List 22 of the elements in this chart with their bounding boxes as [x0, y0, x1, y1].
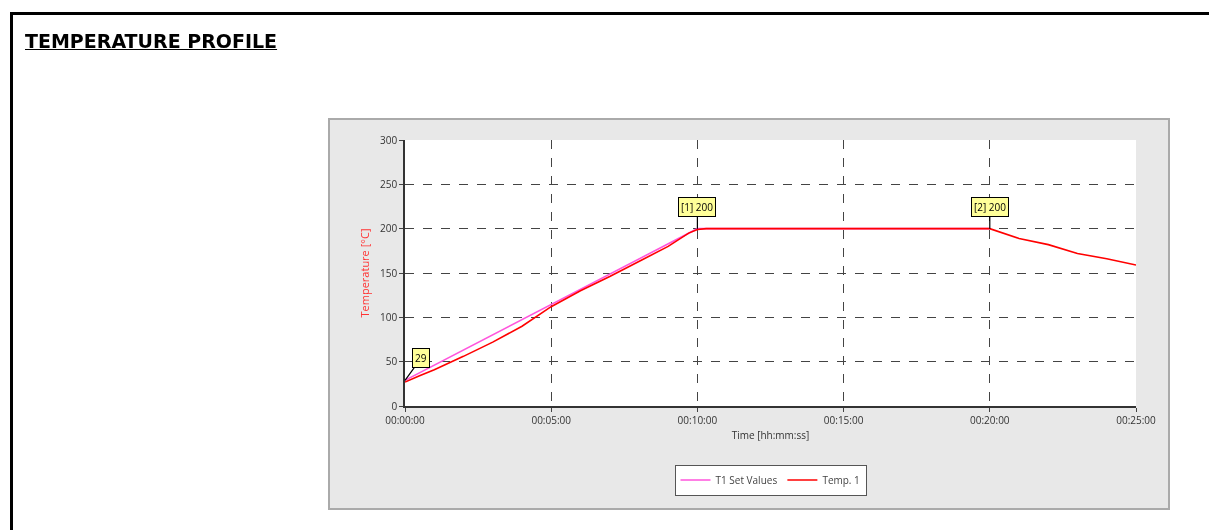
x-tick-label: 00:15:00 — [823, 412, 864, 427]
y-axis-title: Temperature [°C] — [357, 228, 373, 318]
x-tick-label: 00:20:00 — [970, 412, 1010, 427]
x-tick-label: 00:05:00 — [531, 412, 572, 427]
text: TEMPERATURE PROFILE — [25, 30, 278, 52]
y-tick-label: 200 — [380, 221, 398, 236]
x-tick-label: 00:10:00 — [677, 412, 718, 427]
legend-label: Temp. 1 — [822, 472, 860, 487]
annotation: 29 — [415, 351, 427, 365]
y-tick-label: 0 — [391, 398, 398, 413]
legend-label: T1 Set Values — [715, 472, 778, 487]
y-tick-label: 100 — [380, 309, 398, 324]
annotation: [1] 200 — [681, 200, 714, 214]
y-tick-label: 300 — [380, 132, 398, 147]
x-tick-label: 00:00:00 — [385, 412, 426, 427]
annotation: [2] 200 — [974, 200, 1007, 214]
line-series — [405, 227, 1136, 383]
y-tick-label: 50 — [385, 354, 398, 369]
y-tick-label: 150 — [380, 265, 398, 280]
x-tick-label: 00:25:00 — [1116, 412, 1157, 427]
x-axis-title: Time [hh:mm:ss] — [731, 427, 810, 442]
y-tick-label: 250 — [380, 176, 398, 191]
